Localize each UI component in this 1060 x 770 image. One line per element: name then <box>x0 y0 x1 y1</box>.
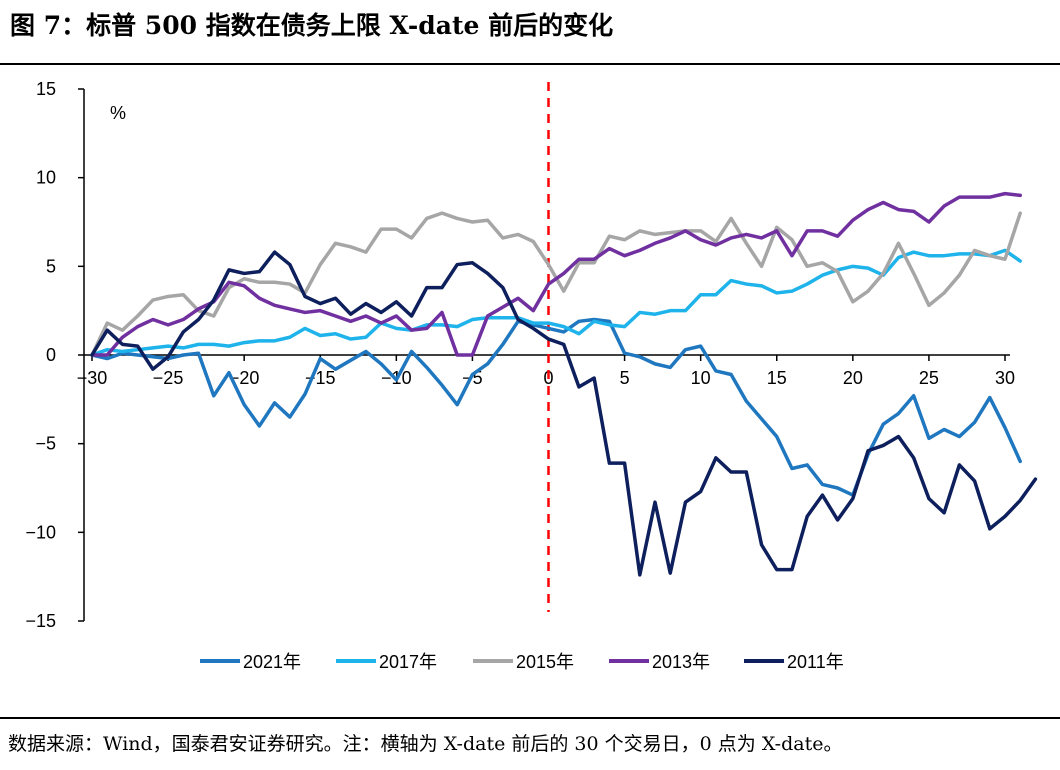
x-tick-label: −20 <box>229 368 260 388</box>
y-tick-label: −10 <box>25 522 56 542</box>
series-line-2011 <box>90 250 1038 577</box>
x-tick-label: 30 <box>995 368 1015 388</box>
source-note: 数据来源：Wind，国泰君安证券研究。注：横轴为 X-date 前后的 30 个… <box>8 733 843 755</box>
top-rule <box>0 63 1060 65</box>
y-tick-label: −5 <box>35 434 56 454</box>
legend-label: 2017年 <box>379 652 437 672</box>
x-tick-label: 15 <box>767 368 787 388</box>
legend-label: 2013年 <box>652 652 710 672</box>
x-tick-label: 20 <box>843 368 863 388</box>
axes: 151050−5−10−15−30−25−20−15−10−5051015202… <box>25 79 1015 631</box>
x-tick-label: −30 <box>77 368 108 388</box>
x-tick-label: 25 <box>919 368 939 388</box>
bottom-rule <box>0 717 1060 719</box>
y-tick-label: 10 <box>36 168 56 188</box>
y-tick-label: 15 <box>36 79 56 99</box>
legend: 2021年 2017年 2015年 2013年 2011年 <box>200 652 844 672</box>
legend-label: 2015年 <box>516 652 574 672</box>
y-tick-label: 5 <box>46 256 56 276</box>
x-tick-label: 10 <box>691 368 711 388</box>
series-lines <box>90 191 1038 577</box>
line-chart: 151050−5−10−15−30−25−20−15−10−5051015202… <box>25 79 1038 672</box>
legend-label: 2011年 <box>787 652 844 672</box>
x-tick-label: −25 <box>153 368 184 388</box>
series-line-2013 <box>90 191 1022 357</box>
x-tick-label: 5 <box>620 368 630 388</box>
y-tick-label: −15 <box>25 611 56 631</box>
y-axis-unit-label: % <box>110 103 126 123</box>
figure-title: 图 7：标普 500 指数在债务上限 X-date 前后的变化 <box>10 11 614 40</box>
legend-label: 2021年 <box>243 652 301 672</box>
series-line-2017 <box>90 248 1022 357</box>
y-tick-label: 0 <box>46 345 56 365</box>
